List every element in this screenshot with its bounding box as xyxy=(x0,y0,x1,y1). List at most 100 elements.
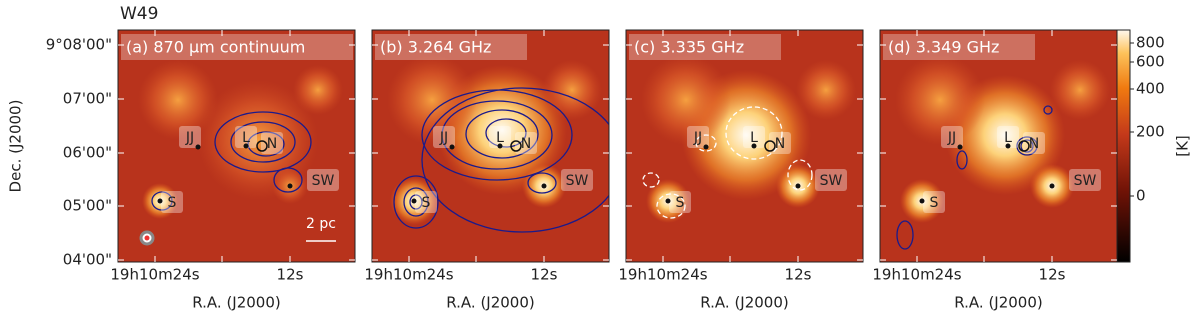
source-label: JJ xyxy=(185,130,194,146)
contour xyxy=(642,172,660,188)
source-label: SW xyxy=(312,173,335,189)
panel-label: (c) 3.335 GHz xyxy=(634,38,744,57)
x-tick-label: 12s xyxy=(785,266,812,284)
x-tick-label: 12s xyxy=(531,266,558,284)
source-label: N xyxy=(521,136,531,152)
figure-title: W49 xyxy=(120,4,158,24)
source-label: L xyxy=(1004,130,1012,146)
source-box xyxy=(923,191,945,213)
contour xyxy=(1043,105,1053,115)
emission xyxy=(138,60,218,140)
label-box xyxy=(121,34,353,60)
image xyxy=(626,30,863,262)
emission xyxy=(796,60,856,120)
x-axis-title: R.A. (J2000) xyxy=(446,294,535,312)
x-axis-title: R.A. (J2000) xyxy=(954,294,1043,312)
contour xyxy=(896,220,914,250)
x-tick-label: 19h10m24s xyxy=(872,266,961,284)
source-label: L xyxy=(242,130,250,146)
contour xyxy=(656,193,686,219)
contour xyxy=(151,191,173,211)
panel: (a) 870 µm continuum JJ L N SW S 2 pc xyxy=(117,29,356,263)
source-box xyxy=(941,126,963,148)
frame xyxy=(625,29,864,263)
source-label: S xyxy=(930,195,939,211)
source-label: L xyxy=(750,130,758,146)
source-label: SW xyxy=(566,173,589,189)
contour xyxy=(956,150,968,170)
colorbar-tick-label: 400 xyxy=(1136,80,1165,98)
label-box xyxy=(883,34,1035,60)
contour xyxy=(273,167,303,193)
colorbar-tick-label: 800 xyxy=(1136,34,1165,52)
contour xyxy=(421,87,609,233)
source-box xyxy=(815,169,847,191)
source-dot xyxy=(751,143,757,149)
panel-label: (a) 870 µm continuum xyxy=(126,38,305,57)
source-dot xyxy=(287,183,293,189)
source-box xyxy=(179,126,201,148)
panel-label: (d) 3.349 GHz xyxy=(888,38,999,57)
source-label: S xyxy=(168,195,177,211)
colorbar xyxy=(1115,29,1131,263)
panel: (c) 3.335 GHz JJ L N SW S xyxy=(625,29,864,263)
contour xyxy=(695,134,717,152)
contour xyxy=(465,109,539,159)
contour xyxy=(409,194,423,210)
image xyxy=(372,30,609,262)
source-label: S xyxy=(676,195,685,211)
source-label: SW xyxy=(1074,173,1097,189)
source-dot xyxy=(157,198,163,204)
contour xyxy=(787,159,813,191)
source-box xyxy=(161,191,183,213)
source-box xyxy=(415,191,437,213)
source-box xyxy=(489,126,511,148)
contour xyxy=(441,100,553,170)
contour xyxy=(1016,136,1038,156)
contour xyxy=(485,118,527,148)
source-dot xyxy=(243,143,249,149)
y-axis-title: Dec. (J2000) xyxy=(7,100,25,193)
y-tick-label: 9°08'00" xyxy=(46,36,112,54)
source-dot xyxy=(957,144,963,150)
emission xyxy=(387,55,477,145)
colorbar-tick-label: 600 xyxy=(1136,53,1165,71)
source-label: SW xyxy=(820,173,843,189)
contour xyxy=(214,111,312,173)
source-dot xyxy=(449,144,455,150)
source-box xyxy=(997,126,1019,148)
source-label: N xyxy=(775,136,785,152)
x-tick-label: 12s xyxy=(277,266,304,284)
source-box xyxy=(669,191,691,213)
image xyxy=(118,30,355,262)
source-dot xyxy=(195,144,201,150)
source-dot xyxy=(795,183,801,189)
source-ring xyxy=(1018,140,1030,152)
source-box xyxy=(433,126,455,148)
source-dot xyxy=(411,198,417,204)
colorbar-tick-label: 200 xyxy=(1136,123,1165,141)
emission xyxy=(641,55,731,145)
panel-label: (b) 3.264 GHz xyxy=(380,38,491,57)
source-label: JJ xyxy=(947,130,956,146)
y-tick-label: 04'00" xyxy=(63,251,112,269)
source-dot xyxy=(541,183,547,189)
scale-bar-label: 2 pc xyxy=(306,216,336,232)
panel: (d) 3.349 GHz JJ L N SW S xyxy=(879,29,1118,263)
x-tick-label: 19h10m24s xyxy=(618,266,707,284)
contour xyxy=(403,187,429,217)
emission xyxy=(1050,60,1110,120)
source-label: N xyxy=(267,136,277,152)
source-ring xyxy=(764,140,776,152)
panel: (b) 3.264 GHz JJ L N SW S xyxy=(371,29,610,263)
source-ring xyxy=(256,140,268,152)
source-label: JJ xyxy=(693,130,702,146)
contour xyxy=(527,172,557,194)
source-dot xyxy=(919,198,925,204)
emission xyxy=(542,60,602,120)
source-dot xyxy=(1005,143,1011,149)
frame xyxy=(879,29,1118,263)
contour xyxy=(393,175,439,229)
contour xyxy=(247,131,285,157)
